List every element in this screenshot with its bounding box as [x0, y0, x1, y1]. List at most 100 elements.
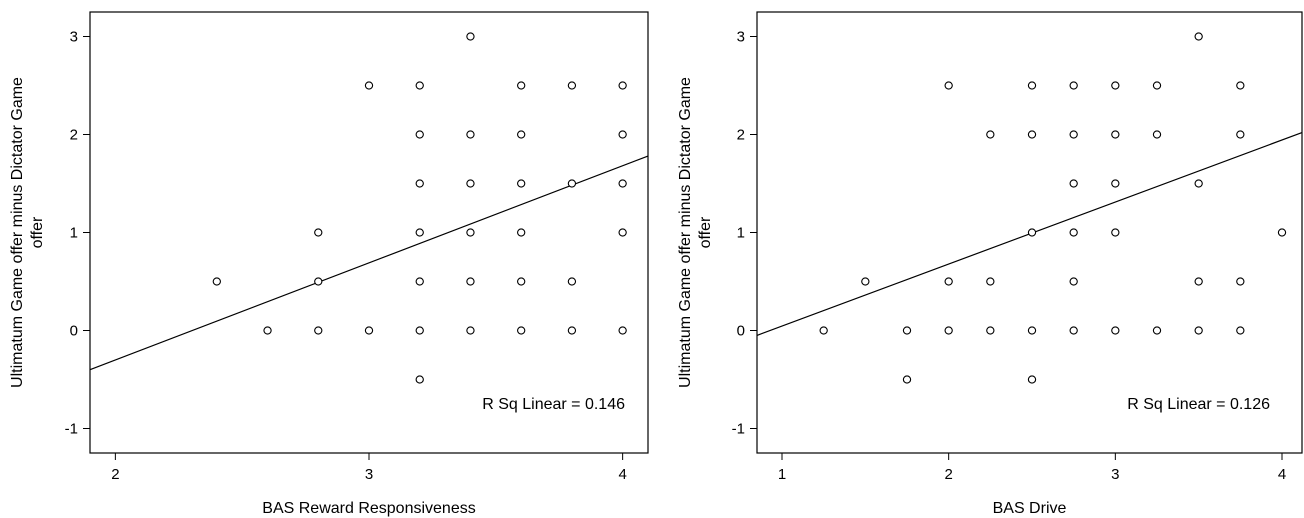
data-point: [1111, 81, 1120, 90]
data-point: [902, 326, 912, 335]
data-point: [364, 81, 374, 90]
data-point: [466, 326, 475, 335]
data-point: [1027, 130, 1037, 139]
data-point: [1069, 277, 1078, 286]
x-axis-title: BAS Reward Responsiveness: [262, 500, 475, 517]
data-point: [1152, 81, 1162, 90]
data-point: [567, 179, 577, 188]
y-tick-label: 0: [70, 323, 78, 340]
data-point: [986, 277, 995, 286]
data-point: [415, 179, 424, 188]
data-point: [618, 81, 627, 90]
data-point: [618, 228, 627, 237]
data-point: [517, 228, 526, 237]
data-point: [618, 326, 627, 335]
data-point: [944, 326, 953, 335]
y-tick-label: 1: [737, 225, 745, 242]
x-tick-label: 2: [111, 466, 119, 483]
data-point: [1069, 326, 1078, 335]
x-tick-label: 4: [1278, 466, 1286, 483]
data-point: [415, 326, 424, 335]
data-point: [1069, 81, 1078, 90]
data-point: [517, 81, 526, 90]
data-point: [1027, 81, 1037, 90]
data-point: [567, 326, 577, 335]
y-tick-label: 2: [737, 127, 745, 144]
data-point: [415, 277, 424, 286]
y-tick-label: 1: [70, 225, 78, 242]
x-tick-label: 3: [1111, 466, 1119, 483]
data-point: [466, 179, 475, 188]
data-point: [1277, 228, 1287, 237]
y-tick-label: -1: [65, 421, 78, 438]
x-axis-title: BAS Drive: [993, 500, 1067, 517]
data-point: [466, 32, 475, 41]
data-point: [1069, 228, 1078, 237]
data-point: [1236, 130, 1245, 139]
data-point: [1111, 228, 1120, 237]
data-point: [1027, 326, 1037, 335]
data-point: [1027, 228, 1037, 237]
data-point: [1152, 326, 1162, 335]
data-point: [415, 81, 424, 90]
data-point: [466, 130, 475, 139]
y-tick-label: 3: [70, 29, 78, 46]
data-point: [1111, 130, 1120, 139]
data-point: [1194, 277, 1203, 286]
data-point: [415, 130, 424, 139]
data-point: [1194, 179, 1203, 188]
data-point: [944, 81, 953, 90]
data-point: [861, 277, 870, 286]
data-point: [819, 326, 828, 335]
linear-fit-line: [89, 155, 649, 371]
data-point: [1069, 179, 1078, 188]
r-squared-annotation: R Sq Linear = 0.146: [482, 396, 625, 413]
data-point: [618, 179, 627, 188]
x-tick-label: 1: [778, 466, 786, 483]
data-point: [1236, 277, 1245, 286]
data-point: [517, 326, 526, 335]
data-point: [1236, 81, 1245, 90]
data-point: [415, 375, 424, 384]
data-point: [567, 277, 577, 286]
data-point: [1069, 130, 1078, 139]
data-point: [1194, 326, 1203, 335]
x-tick-label: 2: [944, 466, 952, 483]
data-point: [314, 277, 323, 286]
data-point: [567, 81, 577, 90]
data-point: [517, 130, 526, 139]
y-axis-title-line-1: Ultimatum Game offer minus Dictator Game: [677, 77, 694, 388]
data-point: [944, 277, 953, 286]
data-point: [1236, 326, 1245, 335]
data-point: [314, 326, 323, 335]
data-point: [1194, 32, 1203, 41]
y-tick-label: 2: [70, 127, 78, 144]
y-axis-title-line-2: offer: [697, 216, 714, 248]
scatter-panel-1: 2 3 4 -1 0 1 2 3 BAS Reward Responsiveness Ultima…: [9, 11, 649, 517]
data-point: [986, 326, 995, 335]
x-tick-label: 3: [365, 466, 373, 483]
data-point: [212, 277, 221, 286]
data-point: [263, 326, 272, 335]
data-point: [1152, 130, 1162, 139]
data-point: [415, 228, 424, 237]
data-point: [314, 228, 323, 237]
data-point: [1111, 179, 1120, 188]
data-point: [1111, 326, 1120, 335]
plot-frame: [89, 11, 649, 454]
y-axis-title-line-2: offer: [29, 216, 46, 248]
y-tick-label: 0: [737, 323, 745, 340]
data-point: [466, 228, 475, 237]
data-point: [517, 179, 526, 188]
data-point: [618, 130, 627, 139]
data-point: [364, 326, 374, 335]
r-squared-annotation: R Sq Linear = 0.126: [1127, 396, 1270, 413]
data-point: [986, 130, 995, 139]
data-point: [1027, 375, 1037, 384]
scatter-panel-2: 1 2 3 4 -1 0 1 2 3 BAS Drive Ultimatum Game offer …: [677, 11, 1303, 517]
y-axis-title-line-1: Ultimatum Game offer minus Dictator Game: [9, 77, 26, 388]
data-point: [517, 277, 526, 286]
y-tick-label: -1: [732, 421, 745, 438]
x-tick-label: 4: [618, 466, 626, 483]
